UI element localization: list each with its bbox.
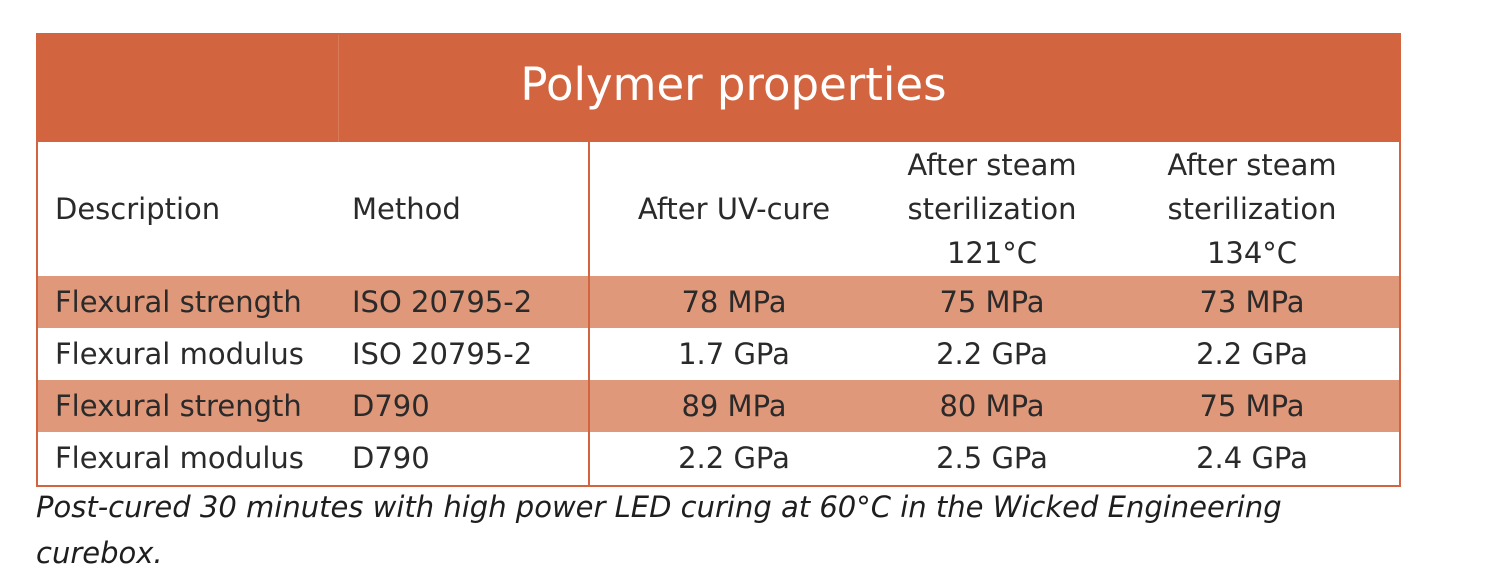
cell-after-uv: 1.7 GPa bbox=[678, 337, 790, 371]
table-row: Flexural modulus D790 2.2 GPa 2.5 GPa 2.… bbox=[38, 432, 1399, 484]
header-description: Description bbox=[55, 192, 221, 226]
cell-after-134: 2.4 GPa bbox=[1196, 441, 1308, 475]
cell-after-121: 80 MPa bbox=[939, 389, 1045, 423]
header-after-uv-cure: After UV-cure bbox=[637, 192, 831, 226]
cell-description: Flexural strength bbox=[55, 389, 302, 423]
cell-after-134: 73 MPa bbox=[1199, 285, 1305, 319]
header-121-line-3: 121°C bbox=[946, 236, 1038, 270]
polymer-properties-table: Polymer properties Description Method Af… bbox=[36, 33, 1401, 487]
cell-after-121: 75 MPa bbox=[939, 285, 1045, 319]
header-after-steam-134: After steam sterilization 134°C bbox=[1116, 142, 1388, 276]
cell-method: D790 bbox=[352, 441, 430, 475]
header-121-line-1: After steam bbox=[907, 148, 1077, 182]
cell-after-134: 2.2 GPa bbox=[1196, 337, 1308, 371]
table-header-row: Description Method After UV-cure After s… bbox=[38, 142, 1399, 276]
cell-after-121: 2.5 GPa bbox=[936, 441, 1048, 475]
cell-description: Flexural strength bbox=[55, 285, 302, 319]
table-title: Polymer properties bbox=[520, 58, 947, 111]
header-134-line-2: sterilization bbox=[1167, 192, 1337, 226]
table-footnote: Post-cured 30 minutes with high power LE… bbox=[36, 490, 1282, 570]
cell-after-uv: 2.2 GPa bbox=[678, 441, 790, 475]
cell-after-134: 75 MPa bbox=[1199, 389, 1305, 423]
table-row: Flexural strength ISO 20795-2 78 MPa 75 … bbox=[38, 276, 1399, 328]
header-after-steam-121: After steam sterilization 121°C bbox=[878, 142, 1106, 276]
title-divider bbox=[338, 35, 339, 142]
cell-description: Flexural modulus bbox=[55, 337, 304, 371]
table-title-bar: Polymer properties bbox=[38, 35, 1399, 142]
cell-method: ISO 20795-2 bbox=[352, 285, 533, 319]
cell-after-uv: 78 MPa bbox=[681, 285, 787, 319]
header-134-line-3: 134°C bbox=[1206, 236, 1298, 270]
cell-method: D790 bbox=[352, 389, 430, 423]
table-row: Flexural strength D790 89 MPa 80 MPa 75 … bbox=[38, 380, 1399, 432]
cell-method: ISO 20795-2 bbox=[352, 337, 533, 371]
cell-after-121: 2.2 GPa bbox=[936, 337, 1048, 371]
header-134-line-1: After steam bbox=[1167, 148, 1337, 182]
cell-description: Flexural modulus bbox=[55, 441, 304, 475]
method-values-divider bbox=[588, 142, 590, 487]
table-row: Flexural modulus ISO 20795-2 1.7 GPa 2.2… bbox=[38, 328, 1399, 380]
header-method: Method bbox=[352, 192, 461, 226]
cell-after-uv: 89 MPa bbox=[681, 389, 787, 423]
header-121-line-2: sterilization bbox=[907, 192, 1077, 226]
